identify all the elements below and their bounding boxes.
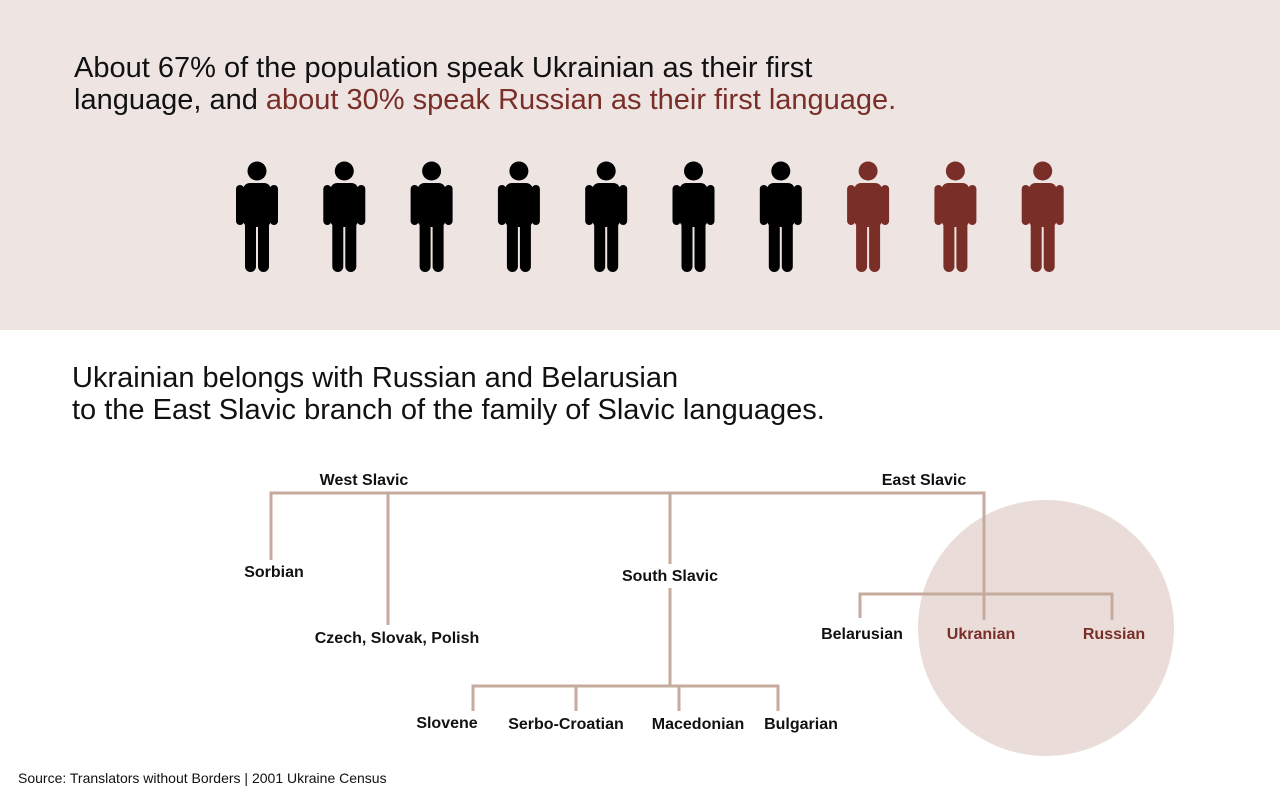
ukranian-label: Ukranian — [947, 626, 1015, 643]
south-branch-line — [471, 684, 780, 711]
east-slavic-label: East Slavic — [882, 472, 967, 489]
belarusian-label: Belarusian — [821, 626, 903, 643]
russian-speaker-person-icon — [934, 161, 977, 272]
family-headline-line2: to the East Slavic branch of the family … — [72, 394, 825, 426]
ukrainian-speaker-person-icon — [236, 161, 278, 272]
serbo-croatian-label: Serbo-Croatian — [508, 716, 624, 733]
ukrainian-speaker-person-icon — [497, 161, 540, 272]
source-note: Source: Translators without Borders | 20… — [18, 770, 387, 786]
sorbian-label: Sorbian — [244, 564, 304, 581]
people-pictogram — [236, 161, 1064, 272]
macedonian-label: Macedonian — [652, 716, 744, 733]
east-slavic-highlight-circle — [918, 500, 1174, 756]
russian-speaker-person-icon — [847, 161, 890, 272]
population-headline: About 67% of the population speak Ukrain… — [74, 52, 1074, 116]
slavic-family-tree: West Slavic East Slavic South Slavic Sor… — [244, 472, 1174, 756]
headline-accent: about 30% speak Russian as their first l… — [265, 84, 897, 116]
ukrainian-speaker-person-icon — [410, 161, 453, 272]
population-panel — [0, 0, 1280, 330]
czech-slovak-polish-label: Czech, Slovak, Polish — [315, 630, 480, 647]
slovene-label: Slovene — [416, 715, 477, 732]
south-slavic-label: South Slavic — [622, 568, 718, 585]
ukrainian-speaker-person-icon — [759, 161, 802, 272]
west-slavic-label: West Slavic — [320, 472, 409, 489]
russian-speaker-person-icon — [1021, 161, 1064, 272]
bulgarian-label: Bulgarian — [764, 716, 838, 733]
ukrainian-speaker-person-icon — [323, 161, 366, 272]
family-headline: Ukrainian belongs with Russian and Belar… — [72, 362, 1072, 426]
ukrainian-speaker-person-icon — [585, 161, 628, 272]
headline-part2: language, and — [74, 84, 266, 116]
headline-part1: About 67% of the population speak Ukrain… — [74, 52, 813, 84]
east-branch-line — [858, 592, 1114, 620]
ukrainian-speaker-person-icon — [672, 161, 715, 272]
russian-label: Russian — [1083, 626, 1145, 643]
family-headline-line1: Ukrainian belongs with Russian and Belar… — [72, 362, 679, 394]
tree-lines — [269, 491, 1114, 711]
top-branch-line — [269, 491, 986, 620]
